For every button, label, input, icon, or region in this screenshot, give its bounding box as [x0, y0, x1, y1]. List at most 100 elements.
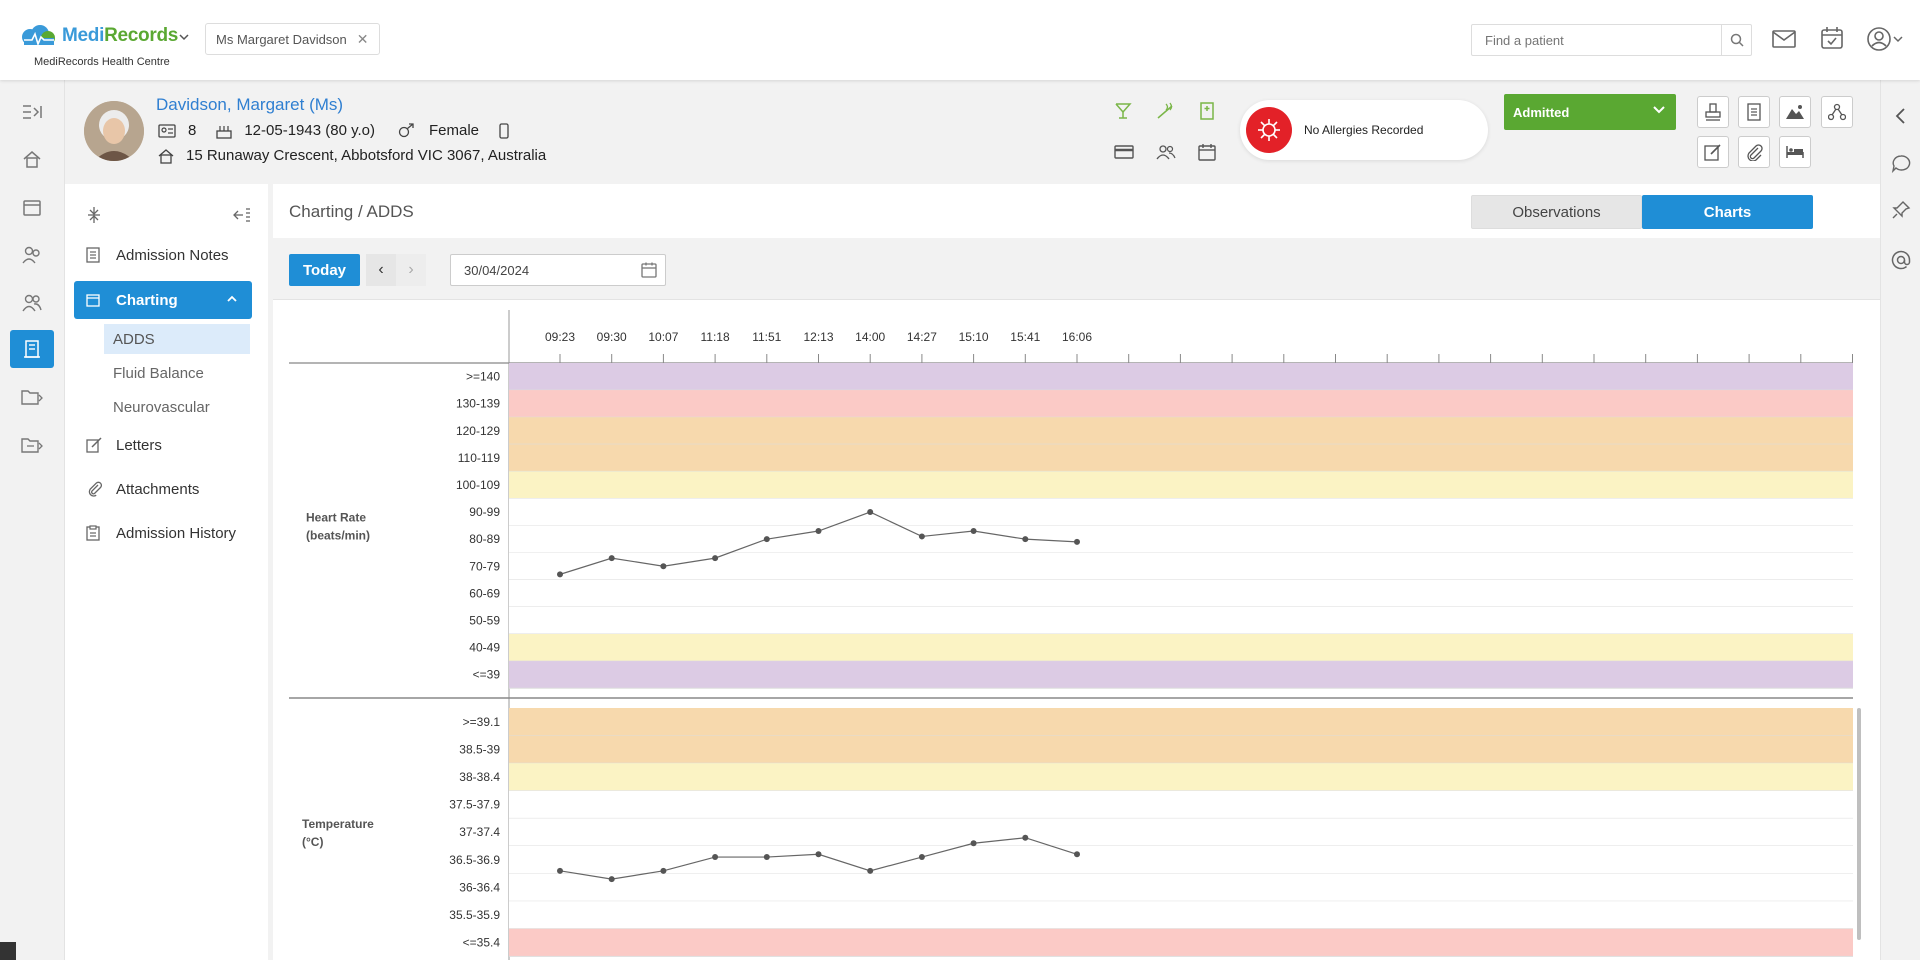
menu-attachments[interactable]: Attachments: [74, 470, 252, 508]
data-point[interactable]: [1074, 538, 1080, 545]
menu-charting[interactable]: Charting: [74, 281, 252, 319]
cocktail-glass-icon[interactable]: [1114, 102, 1132, 120]
data-point[interactable]: [1074, 851, 1080, 858]
data-point[interactable]: [763, 854, 770, 861]
data-point[interactable]: [557, 867, 563, 874]
quick-action-printer[interactable]: [1697, 96, 1729, 128]
data-point[interactable]: [712, 555, 719, 562]
data-point[interactable]: [1022, 536, 1029, 543]
nav-patients-care[interactable]: [10, 236, 54, 274]
nav-contacts[interactable]: [10, 284, 54, 322]
chevron-left-icon[interactable]: [1891, 106, 1911, 126]
data-point[interactable]: [763, 536, 770, 543]
submenu-adds[interactable]: ADDS: [104, 324, 250, 354]
home-icon: [23, 151, 41, 168]
hospital-building-icon[interactable]: [1198, 102, 1216, 120]
band-label: <=39: [473, 668, 501, 682]
close-icon[interactable]: ✕: [356, 30, 369, 47]
calendar-icon[interactable]: [1198, 143, 1216, 161]
time-tick-label[interactable]: 10:07: [648, 330, 678, 344]
admission-status-dropdown[interactable]: Admitted: [1504, 94, 1676, 130]
data-point[interactable]: [918, 533, 925, 540]
submenu-fluid-balance[interactable]: Fluid Balance: [113, 364, 204, 382]
search-input[interactable]: [1472, 25, 1721, 55]
data-point[interactable]: [660, 563, 667, 570]
next-day-button[interactable]: ›: [396, 254, 426, 286]
time-tick-label[interactable]: 14:00: [855, 330, 885, 344]
menu-admission-history[interactable]: Admission History: [74, 514, 252, 552]
user-account-icon[interactable]: [1866, 26, 1906, 52]
patient-search: [1471, 24, 1752, 56]
expand-nav-button[interactable]: [10, 93, 54, 131]
logo-text: MediRecords: [62, 25, 178, 47]
chart-scrollbar[interactable]: [1857, 708, 1861, 940]
data-point[interactable]: [867, 867, 874, 874]
quick-action-document[interactable]: [1738, 96, 1770, 128]
quick-action-bed[interactable]: [1779, 136, 1811, 168]
data-point[interactable]: [1022, 834, 1029, 841]
data-point[interactable]: [608, 555, 615, 562]
data-point[interactable]: [918, 854, 925, 861]
cloud-logo-icon: [22, 25, 55, 47]
nav-home[interactable]: [10, 140, 54, 178]
patient-tab[interactable]: Ms Margaret Davidson ✕: [205, 23, 380, 55]
data-point[interactable]: [660, 867, 667, 874]
app-logo[interactable]: MediRecords: [18, 25, 178, 47]
calendar-check-icon[interactable]: [1820, 26, 1844, 50]
data-point[interactable]: [815, 528, 822, 535]
time-tick-label[interactable]: 16:06: [1062, 330, 1092, 344]
time-tick-label[interactable]: 14:27: [907, 330, 937, 344]
nav-folders[interactable]: [10, 378, 54, 416]
search-button[interactable]: [1721, 25, 1751, 55]
chat-icon[interactable]: [1891, 154, 1911, 174]
contacts-icon[interactable]: [1156, 144, 1176, 160]
nav-calendar[interactable]: [10, 188, 54, 226]
home-icon: [158, 148, 174, 164]
charting-side-menu: Admission Notes Charting ADDS Fluid Bala…: [65, 184, 268, 960]
quick-action-edit[interactable]: [1697, 136, 1729, 168]
time-tick-label[interactable]: 09:30: [597, 330, 627, 344]
mail-icon[interactable]: [1772, 30, 1796, 48]
menu-letters[interactable]: Letters: [74, 426, 252, 464]
data-point[interactable]: [815, 851, 822, 858]
at-mention-icon[interactable]: [1891, 250, 1911, 270]
credit-card-icon[interactable]: [1114, 144, 1134, 160]
date-picker[interactable]: 30/04/2024: [450, 254, 666, 286]
search-icon: [1730, 33, 1744, 47]
allergy-badge[interactable]: No Allergies Recorded: [1240, 100, 1488, 160]
time-tick-label[interactable]: 15:10: [959, 330, 989, 344]
pin-icon[interactable]: [1891, 200, 1911, 220]
quick-action-imaging[interactable]: [1779, 96, 1811, 128]
time-tick-label[interactable]: 11:51: [752, 330, 781, 344]
data-point[interactable]: [970, 528, 977, 535]
quick-action-pathology[interactable]: [1821, 96, 1853, 128]
chevron-down-icon[interactable]: [178, 32, 190, 42]
corner-widget: [0, 942, 16, 960]
time-tick-label[interactable]: 11:18: [701, 330, 730, 344]
collapse-sidebar-icon[interactable]: [233, 208, 251, 222]
tab-charts[interactable]: Charts: [1642, 195, 1813, 229]
quick-action-attach[interactable]: [1738, 136, 1770, 168]
time-tick-label[interactable]: 09:23: [545, 330, 575, 344]
tab-observations[interactable]: Observations: [1471, 195, 1642, 229]
band-row: [509, 363, 1853, 391]
prev-day-button[interactable]: ‹: [366, 254, 396, 286]
smoking-icon[interactable]: [1156, 102, 1174, 120]
data-point[interactable]: [608, 876, 615, 883]
submenu-neurovascular[interactable]: Neurovascular: [113, 398, 210, 416]
time-tick-label[interactable]: 12:13: [803, 330, 833, 344]
collapse-all-icon[interactable]: [87, 206, 101, 224]
data-point[interactable]: [557, 571, 563, 578]
today-button[interactable]: Today: [289, 254, 360, 286]
band-row: [509, 818, 1853, 846]
people-icon: [22, 294, 42, 312]
menu-admission-notes[interactable]: Admission Notes: [74, 236, 252, 274]
time-tick-label[interactable]: 15:41: [1010, 330, 1040, 344]
nav-folder-export[interactable]: [10, 426, 54, 464]
data-point[interactable]: [970, 840, 977, 847]
data-point[interactable]: [867, 509, 874, 516]
nav-admissions[interactable]: [10, 330, 54, 368]
patient-name[interactable]: Davidson, Margaret (Ms): [156, 95, 344, 114]
calendar-icon: [86, 294, 100, 307]
data-point[interactable]: [712, 854, 719, 861]
